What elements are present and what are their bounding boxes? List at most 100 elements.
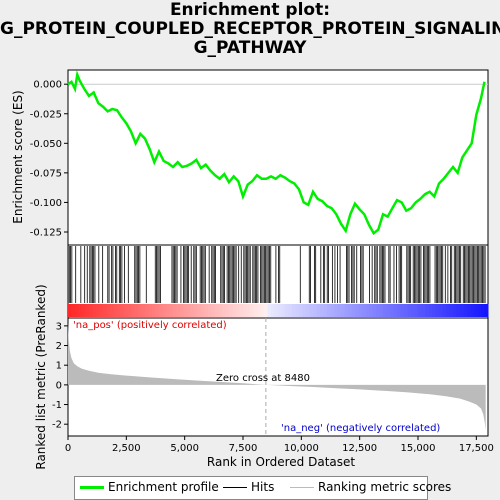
es-ytick-label: -0.100 xyxy=(30,198,62,209)
rank-color-cell xyxy=(148,304,153,317)
rank-color-cell xyxy=(183,304,188,317)
rank-color-cell xyxy=(337,304,342,317)
legend-swatch-hits xyxy=(223,487,247,488)
rank-color-cell xyxy=(75,304,79,317)
rank-color-cell xyxy=(274,304,279,317)
es-panel xyxy=(67,69,489,246)
xtick-label: 2,500 xyxy=(112,443,141,454)
rank-color-cell xyxy=(257,304,261,317)
xtick-label: 10,000 xyxy=(284,443,319,454)
rank-color-cell xyxy=(127,304,132,317)
legend-label-enrichment: Enrichment profile xyxy=(108,480,219,494)
metric-ytick-label: -2 xyxy=(52,420,62,431)
rank-color-cell xyxy=(477,304,482,317)
rank-color-cell xyxy=(456,304,461,317)
rank-color-cell xyxy=(372,304,377,317)
rank-color-cell xyxy=(351,304,356,317)
rank-color-cell xyxy=(124,304,128,317)
rank-color-cell xyxy=(334,304,338,317)
legend-label-metric: Ranking metric scores xyxy=(318,480,452,494)
rank-color-cell xyxy=(355,304,359,317)
rank-color-cell xyxy=(393,304,398,317)
rank-color-cell xyxy=(348,304,352,317)
es-ytick-label: 0.000 xyxy=(33,80,62,91)
rank-color-cell xyxy=(166,304,170,317)
rank-color-cell xyxy=(225,304,230,317)
rank-color-cell xyxy=(264,304,268,317)
rank-color-cell xyxy=(358,304,363,317)
rank-color-cell xyxy=(484,304,489,317)
rank-color-cell xyxy=(400,304,405,317)
title-line-2: G_PROTEIN_COUPLED_RECEPTOR_PROTEIN_SIGNA… xyxy=(0,19,500,39)
metric-ylabel: Ranked list metric (PreRanked) xyxy=(34,284,48,469)
rank-color-cell xyxy=(82,304,86,317)
rank-color-bar xyxy=(68,304,489,317)
enrichment-series xyxy=(67,70,488,236)
rank-color-cell xyxy=(232,304,237,317)
rank-color-cell xyxy=(120,304,125,317)
rank-color-cell xyxy=(474,304,478,317)
pos-label: 'na_pos' (positively correlated) xyxy=(73,320,227,331)
rank-color-cell xyxy=(152,304,156,317)
rank-color-cell xyxy=(68,304,72,317)
rank-color-cell xyxy=(197,304,202,317)
rank-color-cell xyxy=(215,304,219,317)
rank-color-cell xyxy=(187,304,191,317)
rank-color-cell xyxy=(211,304,216,317)
legend: Enrichment profile Hits Ranking metric s… xyxy=(74,476,451,500)
rank-color-cell xyxy=(243,304,247,317)
rank-color-cell xyxy=(428,304,433,317)
xlabel: Rank in Ordered Dataset xyxy=(207,455,355,469)
legend-item-hits: Hits xyxy=(223,480,274,494)
legend-item-metric: Ranking metric scores xyxy=(290,480,451,494)
rank-color-cell xyxy=(386,304,391,317)
metric-series xyxy=(68,318,486,436)
rank-color-cell xyxy=(176,304,181,317)
es-ylabel: Enrichment score (ES) xyxy=(11,90,25,223)
rank-color-cell xyxy=(229,304,233,317)
rank-color-cell xyxy=(208,304,212,317)
rank-color-cell xyxy=(78,304,83,317)
rank-color-cell xyxy=(204,304,209,317)
rank-color-cell xyxy=(439,304,443,317)
metric-ytick-label: -1 xyxy=(52,400,62,411)
rank-color-cell xyxy=(306,304,310,317)
rank-color-cell xyxy=(169,304,174,317)
rank-color-cell xyxy=(327,304,331,317)
rank-color-cell xyxy=(267,304,272,317)
rank-color-cell xyxy=(414,304,419,317)
rank-color-cell xyxy=(463,304,468,317)
rank-color-cell xyxy=(117,304,121,317)
rank-color-cell xyxy=(323,304,328,317)
rank-color-cell xyxy=(131,304,135,317)
legend-swatch-enrichment xyxy=(80,486,104,489)
rank-color-cell xyxy=(145,304,149,317)
rank-color-cell xyxy=(470,304,475,317)
xtick-label: 15,000 xyxy=(401,443,436,454)
rank-color-cell xyxy=(344,304,349,317)
xtick-label: 17,500 xyxy=(459,443,494,454)
rank-color-cell xyxy=(313,304,317,317)
title-line-1: Enrichment plot: xyxy=(169,0,331,20)
xtick-label: 0 xyxy=(65,443,71,454)
rank-color-cell xyxy=(96,304,100,317)
rank-color-cell xyxy=(92,304,97,317)
rank-color-cell xyxy=(295,304,300,317)
es-ytick-label: -0.025 xyxy=(30,109,62,120)
rank-color-cell xyxy=(421,304,426,317)
rank-color-cell xyxy=(246,304,251,317)
rank-color-cell xyxy=(201,304,205,317)
rank-color-cell xyxy=(106,304,111,317)
rank-color-cell xyxy=(281,304,286,317)
rank-color-cell xyxy=(418,304,422,317)
rank-color-cell xyxy=(404,304,408,317)
rank-color-cell xyxy=(141,304,146,317)
rank-color-cell xyxy=(285,304,289,317)
rank-color-cell xyxy=(173,304,177,317)
rank-color-cell xyxy=(467,304,471,317)
rank-color-cell xyxy=(442,304,447,317)
rank-color-cell xyxy=(89,304,93,317)
rank-color-cell xyxy=(460,304,464,317)
rank-color-cell xyxy=(309,304,314,317)
axes: 0.000 -0.025 -0.050 -0.075 -0.100 -0.125 3 2 1 0 -… xyxy=(30,80,494,454)
